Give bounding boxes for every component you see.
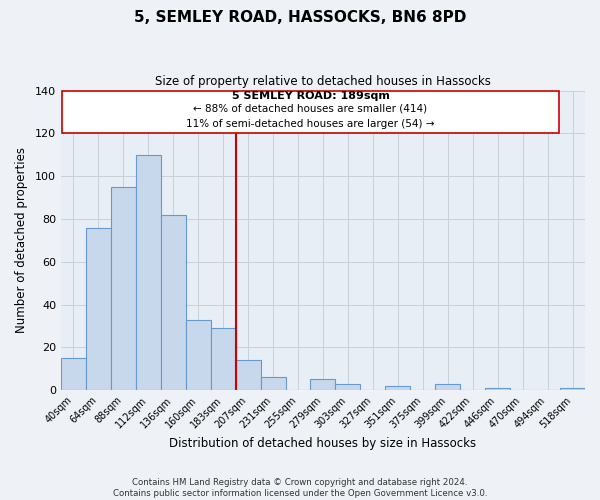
Text: 5 SEMLEY ROAD: 189sqm: 5 SEMLEY ROAD: 189sqm (232, 91, 389, 101)
Bar (86, 228, 111, 390)
Bar (161, 214, 186, 390)
FancyBboxPatch shape (62, 90, 559, 134)
Bar (111, 187, 136, 390)
Title: Size of property relative to detached houses in Hassocks: Size of property relative to detached ho… (155, 75, 491, 88)
Bar (61, 358, 86, 390)
Bar (186, 320, 211, 390)
Text: 11% of semi-detached houses are larger (54) →: 11% of semi-detached houses are larger (… (186, 118, 435, 128)
Bar (485, 388, 510, 390)
Bar (136, 155, 161, 390)
Bar (211, 328, 236, 390)
Bar (260, 378, 286, 390)
Bar (236, 360, 260, 390)
Text: Contains HM Land Registry data © Crown copyright and database right 2024.
Contai: Contains HM Land Registry data © Crown c… (113, 478, 487, 498)
X-axis label: Distribution of detached houses by size in Hassocks: Distribution of detached houses by size … (169, 437, 476, 450)
Y-axis label: Number of detached properties: Number of detached properties (15, 148, 28, 334)
Text: 5, SEMLEY ROAD, HASSOCKS, BN6 8PD: 5, SEMLEY ROAD, HASSOCKS, BN6 8PD (134, 10, 466, 25)
Bar (435, 384, 460, 390)
Bar (560, 388, 585, 390)
Text: ← 88% of detached houses are smaller (414): ← 88% of detached houses are smaller (41… (193, 104, 428, 114)
Bar (335, 384, 361, 390)
Bar (385, 386, 410, 390)
Bar (310, 380, 335, 390)
